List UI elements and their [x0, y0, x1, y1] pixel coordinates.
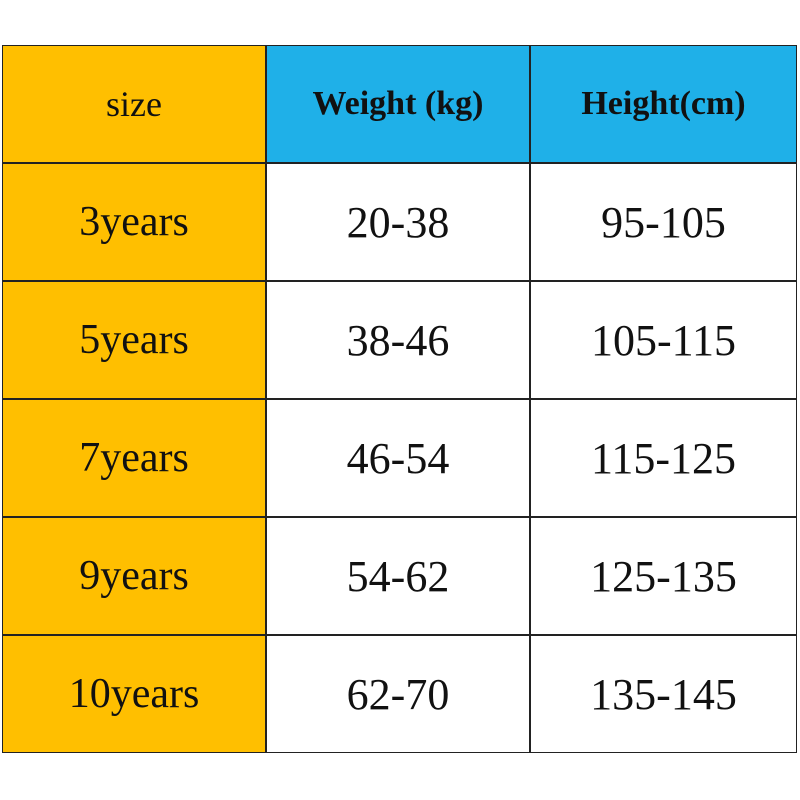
size-table: size Weight (kg) Height(cm) 3years 20-38 95-1…	[2, 45, 797, 753]
size-cell: 9years	[2, 517, 266, 635]
size-cell: 10years	[2, 635, 266, 753]
value-cell: 105-115	[530, 281, 797, 399]
value-cell: 20-38	[266, 163, 530, 281]
value-cell: 38-46	[266, 281, 530, 399]
value-cell: 46-54	[266, 399, 530, 517]
value-cell: 125-135	[530, 517, 797, 635]
header-cell: size	[2, 45, 266, 163]
size-cell: 5years	[2, 281, 266, 399]
value-cell: 95-105	[530, 163, 797, 281]
value-cell: 115-125	[530, 399, 797, 517]
value-cell: 62-70	[266, 635, 530, 753]
size-cell: 3years	[2, 163, 266, 281]
header-cell: Height(cm)	[530, 45, 797, 163]
value-cell: 54-62	[266, 517, 530, 635]
value-cell: 135-145	[530, 635, 797, 753]
header-cell: Weight (kg)	[266, 45, 530, 163]
size-cell: 7years	[2, 399, 266, 517]
